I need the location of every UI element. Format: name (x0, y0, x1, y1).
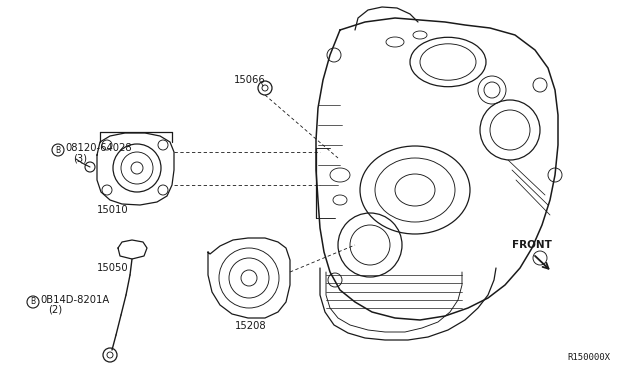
Text: 0B14D-8201A: 0B14D-8201A (40, 295, 109, 305)
Text: (2): (2) (48, 305, 62, 315)
Text: 15050: 15050 (97, 263, 129, 273)
Text: 15066: 15066 (234, 75, 266, 85)
Text: B: B (31, 298, 36, 307)
Text: 15010: 15010 (97, 205, 129, 215)
Text: 08120-64028: 08120-64028 (65, 143, 132, 153)
Text: 15208: 15208 (235, 321, 267, 331)
Text: R150000X: R150000X (567, 353, 610, 362)
Text: (3): (3) (73, 153, 87, 163)
Text: FRONT: FRONT (512, 240, 552, 250)
Text: B: B (56, 145, 61, 154)
